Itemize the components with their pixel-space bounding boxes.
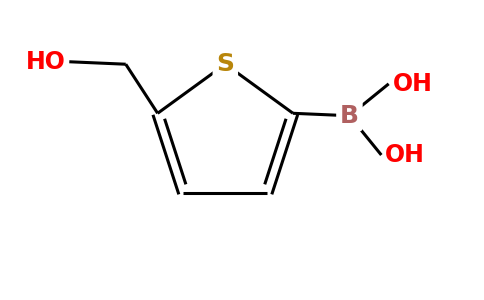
Text: B: B [340,104,359,128]
Text: OH: OH [393,72,433,96]
Text: OH: OH [385,143,425,167]
Text: S: S [216,52,234,76]
Text: HO: HO [26,50,65,74]
